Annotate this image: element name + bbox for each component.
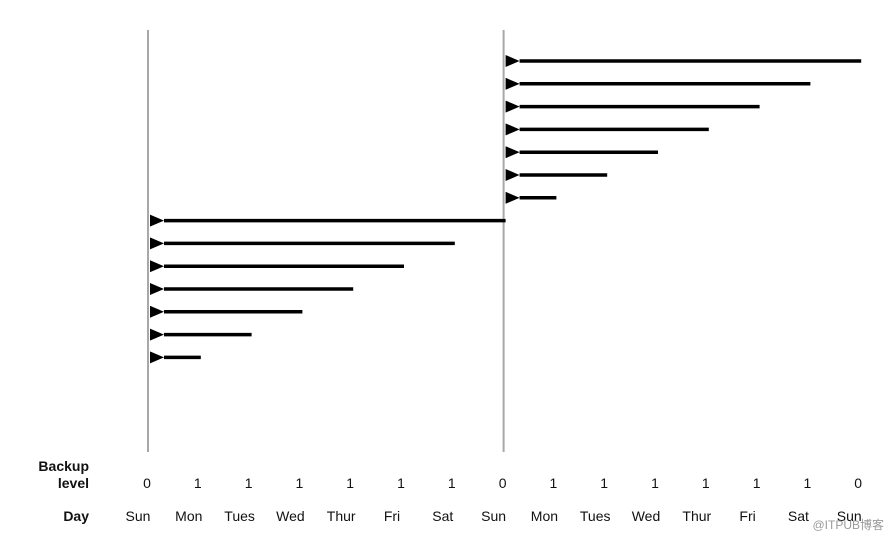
backup-level-value: 0: [143, 475, 151, 491]
day-value: Sat: [432, 508, 453, 524]
backup-level-value: 1: [550, 475, 558, 491]
day-value: Mon: [175, 508, 202, 524]
backup-level-value: 1: [804, 475, 812, 491]
backup-arrows: [150, 55, 862, 364]
backup-level-row: 0 1 1 1 1 1 1 0 1 1 1 1 1 1 0: [143, 475, 862, 491]
backup-level-value: 1: [346, 475, 354, 491]
backup-level-value: 1: [245, 475, 253, 491]
day-value: Thur: [682, 508, 711, 524]
day-value: Tues: [224, 508, 255, 524]
backup-level-value: 0: [499, 475, 507, 491]
watermark: @ITPUB博客: [812, 517, 884, 532]
day-value: Wed: [276, 508, 305, 524]
backup-level-value: 1: [753, 475, 761, 491]
full-backup-lines: [147, 30, 505, 452]
day-value: Tues: [580, 508, 611, 524]
day-value: Sun: [837, 508, 862, 524]
day-value: Sun: [126, 508, 151, 524]
backup-level-value: 1: [448, 475, 456, 491]
day-value: Wed: [632, 508, 661, 524]
day-value: Fri: [384, 508, 400, 524]
backup-level-value: 1: [296, 475, 304, 491]
backup-level-value: 1: [194, 475, 202, 491]
day-value: Thur: [327, 508, 356, 524]
day-value: Fri: [739, 508, 755, 524]
backup-level-label-line2: level: [58, 475, 89, 491]
backup-level-label-line1: Backup: [38, 458, 89, 474]
day-value: Sat: [788, 508, 809, 524]
backup-level-value: 0: [854, 475, 862, 491]
backup-level-value: 1: [397, 475, 405, 491]
day-label: Day: [63, 508, 89, 524]
day-row: Sun Mon Tues Wed Thur Fri Sat Sun Mon Tues Wed Thur…: [126, 508, 862, 524]
backup-level-value: 1: [600, 475, 608, 491]
day-value: Sun: [481, 508, 506, 524]
backup-level-value: 1: [651, 475, 659, 491]
day-value: Mon: [531, 508, 558, 524]
backup-level-value: 1: [702, 475, 710, 491]
